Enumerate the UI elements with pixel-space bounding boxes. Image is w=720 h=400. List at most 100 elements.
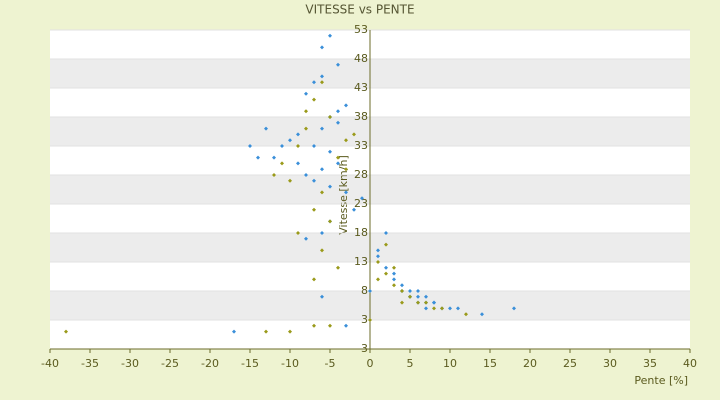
x-tick-label: -10	[281, 357, 299, 370]
point	[296, 144, 300, 148]
y-tick-label: 48	[354, 52, 368, 65]
point	[464, 312, 468, 317]
x-tick-label: -40	[41, 357, 59, 370]
y-axis-label: Vitesse [km/h]	[337, 155, 350, 235]
point	[320, 248, 324, 253]
x-tick-label: -15	[241, 357, 259, 370]
point	[304, 173, 308, 177]
y-tick-label: 43	[354, 81, 368, 94]
point	[336, 161, 340, 166]
point	[272, 173, 276, 177]
point	[368, 318, 372, 322]
point	[336, 265, 340, 270]
chart-title: VITESSE vs PENTE	[305, 3, 414, 17]
point	[392, 283, 396, 288]
point	[312, 80, 316, 85]
x-tick-label: 20	[523, 357, 537, 370]
x-tick-label: 30	[603, 357, 617, 370]
point	[264, 329, 268, 334]
point	[304, 91, 308, 96]
point	[336, 109, 340, 114]
point	[392, 265, 396, 270]
x-tick-label: 10	[443, 357, 457, 370]
y-tick-label: 23	[354, 197, 368, 210]
point	[296, 132, 300, 137]
y-tick-label: 28	[354, 168, 368, 181]
point	[320, 74, 324, 79]
point	[280, 161, 284, 166]
point	[384, 231, 388, 235]
point	[392, 277, 396, 282]
point	[320, 167, 324, 172]
point	[320, 126, 324, 131]
point	[376, 277, 380, 282]
point	[312, 97, 316, 102]
point	[312, 178, 316, 183]
point	[352, 207, 356, 212]
point	[376, 260, 380, 264]
point	[336, 155, 340, 160]
point	[328, 323, 332, 328]
point	[344, 323, 348, 328]
point	[400, 300, 404, 305]
point	[328, 219, 332, 224]
point	[456, 306, 460, 311]
point	[248, 144, 252, 148]
point	[480, 312, 484, 317]
point	[264, 126, 268, 131]
point	[400, 283, 404, 288]
x-tick-label: 15	[483, 357, 497, 370]
y-tick-label: 53	[354, 23, 368, 36]
point	[408, 289, 412, 293]
point	[304, 109, 308, 114]
point	[312, 207, 316, 212]
point	[416, 289, 420, 293]
point	[328, 33, 332, 38]
point	[376, 254, 380, 259]
point	[320, 231, 324, 235]
point	[344, 167, 348, 172]
point	[512, 306, 516, 311]
y-tick-label: 18	[354, 226, 368, 239]
point	[296, 231, 300, 235]
point	[304, 236, 308, 241]
point	[320, 45, 324, 50]
point	[256, 155, 260, 160]
point	[352, 132, 356, 137]
point	[64, 329, 68, 334]
x-axis-label: Pente [%]	[634, 374, 688, 387]
y-tick-label: 13	[354, 255, 368, 268]
point	[232, 329, 236, 334]
point	[320, 294, 324, 299]
x-tick-label: -25	[161, 357, 179, 370]
point	[448, 306, 452, 311]
point	[312, 323, 316, 328]
point	[392, 271, 396, 276]
x-tick-label: 35	[643, 357, 657, 370]
point	[288, 329, 292, 334]
point	[328, 149, 332, 154]
point	[424, 300, 428, 305]
point	[376, 248, 380, 253]
point	[432, 300, 436, 305]
point	[304, 126, 308, 131]
point	[344, 190, 348, 195]
point	[312, 144, 316, 148]
point	[384, 265, 388, 270]
x-tick-label: -35	[81, 357, 99, 370]
x-tick-label: 0	[367, 357, 374, 370]
x-tick-label: -30	[121, 357, 139, 370]
x-tick-label: 5	[407, 357, 414, 370]
x-tick-label: -5	[325, 357, 336, 370]
point	[440, 306, 444, 311]
point	[272, 155, 276, 160]
point	[408, 294, 412, 299]
y-tick-label: 8	[361, 284, 368, 297]
x-tick-label: 25	[563, 357, 577, 370]
point	[424, 306, 428, 311]
point	[424, 294, 428, 299]
x-tick-label: 40	[683, 357, 697, 370]
point	[336, 62, 340, 67]
point	[384, 242, 388, 247]
